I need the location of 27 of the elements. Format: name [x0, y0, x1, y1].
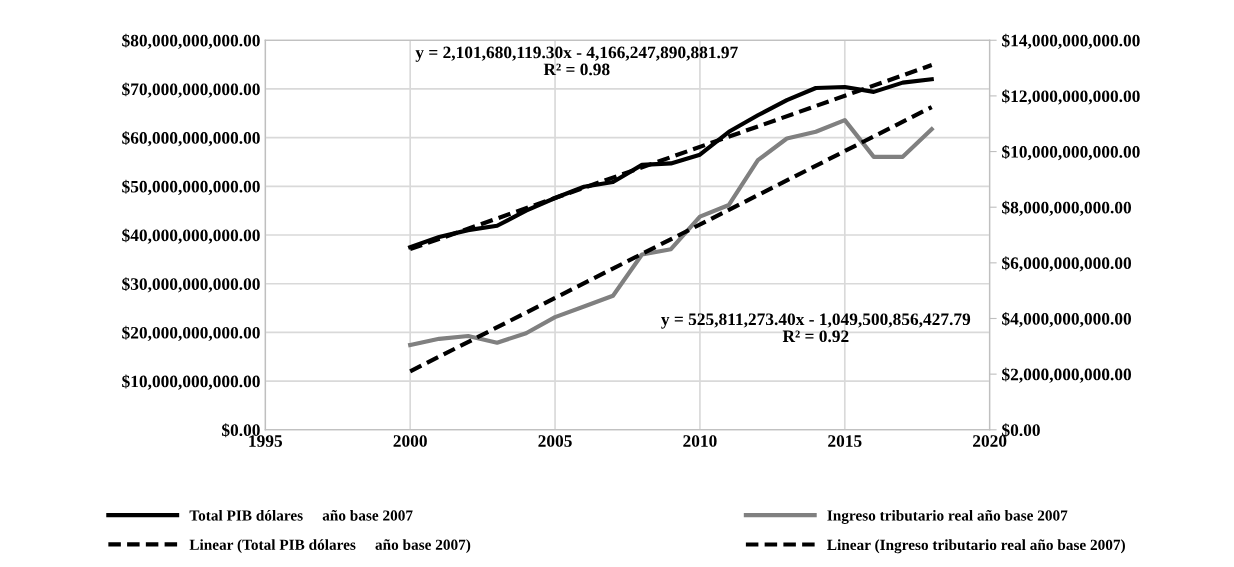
annotation: y = 2,101,680,119.30x - 4,166,247,890,881.97 R² = 0.98 — [415, 46, 738, 76]
y-tick-label: $50,000,000,000.00 — [122, 179, 260, 196]
legend-label: Total PIB dólares año base 2007 — [189, 509, 413, 521]
x-tick-label: 2010 — [683, 435, 717, 447]
y2-tick-label: $6,000,000,000.00 — [1002, 256, 1132, 272]
annotation: y = 525,811,273.40x - 1,049,500,856,427.79 R² = 0.92 — [661, 313, 971, 343]
legend-label: Linear (Ingreso tributario real año base 2007) — [827, 539, 1125, 554]
y2-tick-label: $2,000,000,000.00 — [1002, 367, 1132, 383]
x-tick-label: 2015 — [828, 435, 862, 447]
y-tick-label: $10,000,000,000.00 — [122, 374, 260, 390]
y2-tick-label: $10,000,000,000.00 — [1002, 145, 1140, 161]
y-tick-label: $40,000,000,000.00 — [122, 228, 260, 244]
y2-tick-label: $12,000,000,000.00 — [1002, 89, 1140, 105]
y2-tick-label: $8,000,000,000.00 — [1002, 200, 1132, 216]
x-tick-label: 2020 — [973, 435, 1007, 447]
x-tick-label: 2000 — [393, 435, 427, 447]
legend-label: Ingreso tributario real año base 2007 — [827, 509, 1068, 524]
y2-tick-label: $14,000,000,000.00 — [1002, 33, 1140, 49]
y-tick-label: $70,000,000,000.00 — [122, 82, 260, 98]
y2-tick-label: $0.00 — [1002, 423, 1040, 438]
y2-tick-label: $4,000,000,000.00 — [1002, 311, 1132, 328]
legend-label: Linear (Total PIB dólares año base 2007) — [189, 539, 471, 554]
y-tick-label: $20,000,000,000.00 — [122, 325, 260, 342]
y-tick-label: $60,000,000,000.00 — [122, 131, 260, 147]
y-tick-label: $30,000,000,000.00 — [122, 277, 260, 293]
x-tick-label: 2005 — [538, 435, 572, 447]
y-tick-label: $80,000,000,000.00 — [122, 33, 260, 49]
